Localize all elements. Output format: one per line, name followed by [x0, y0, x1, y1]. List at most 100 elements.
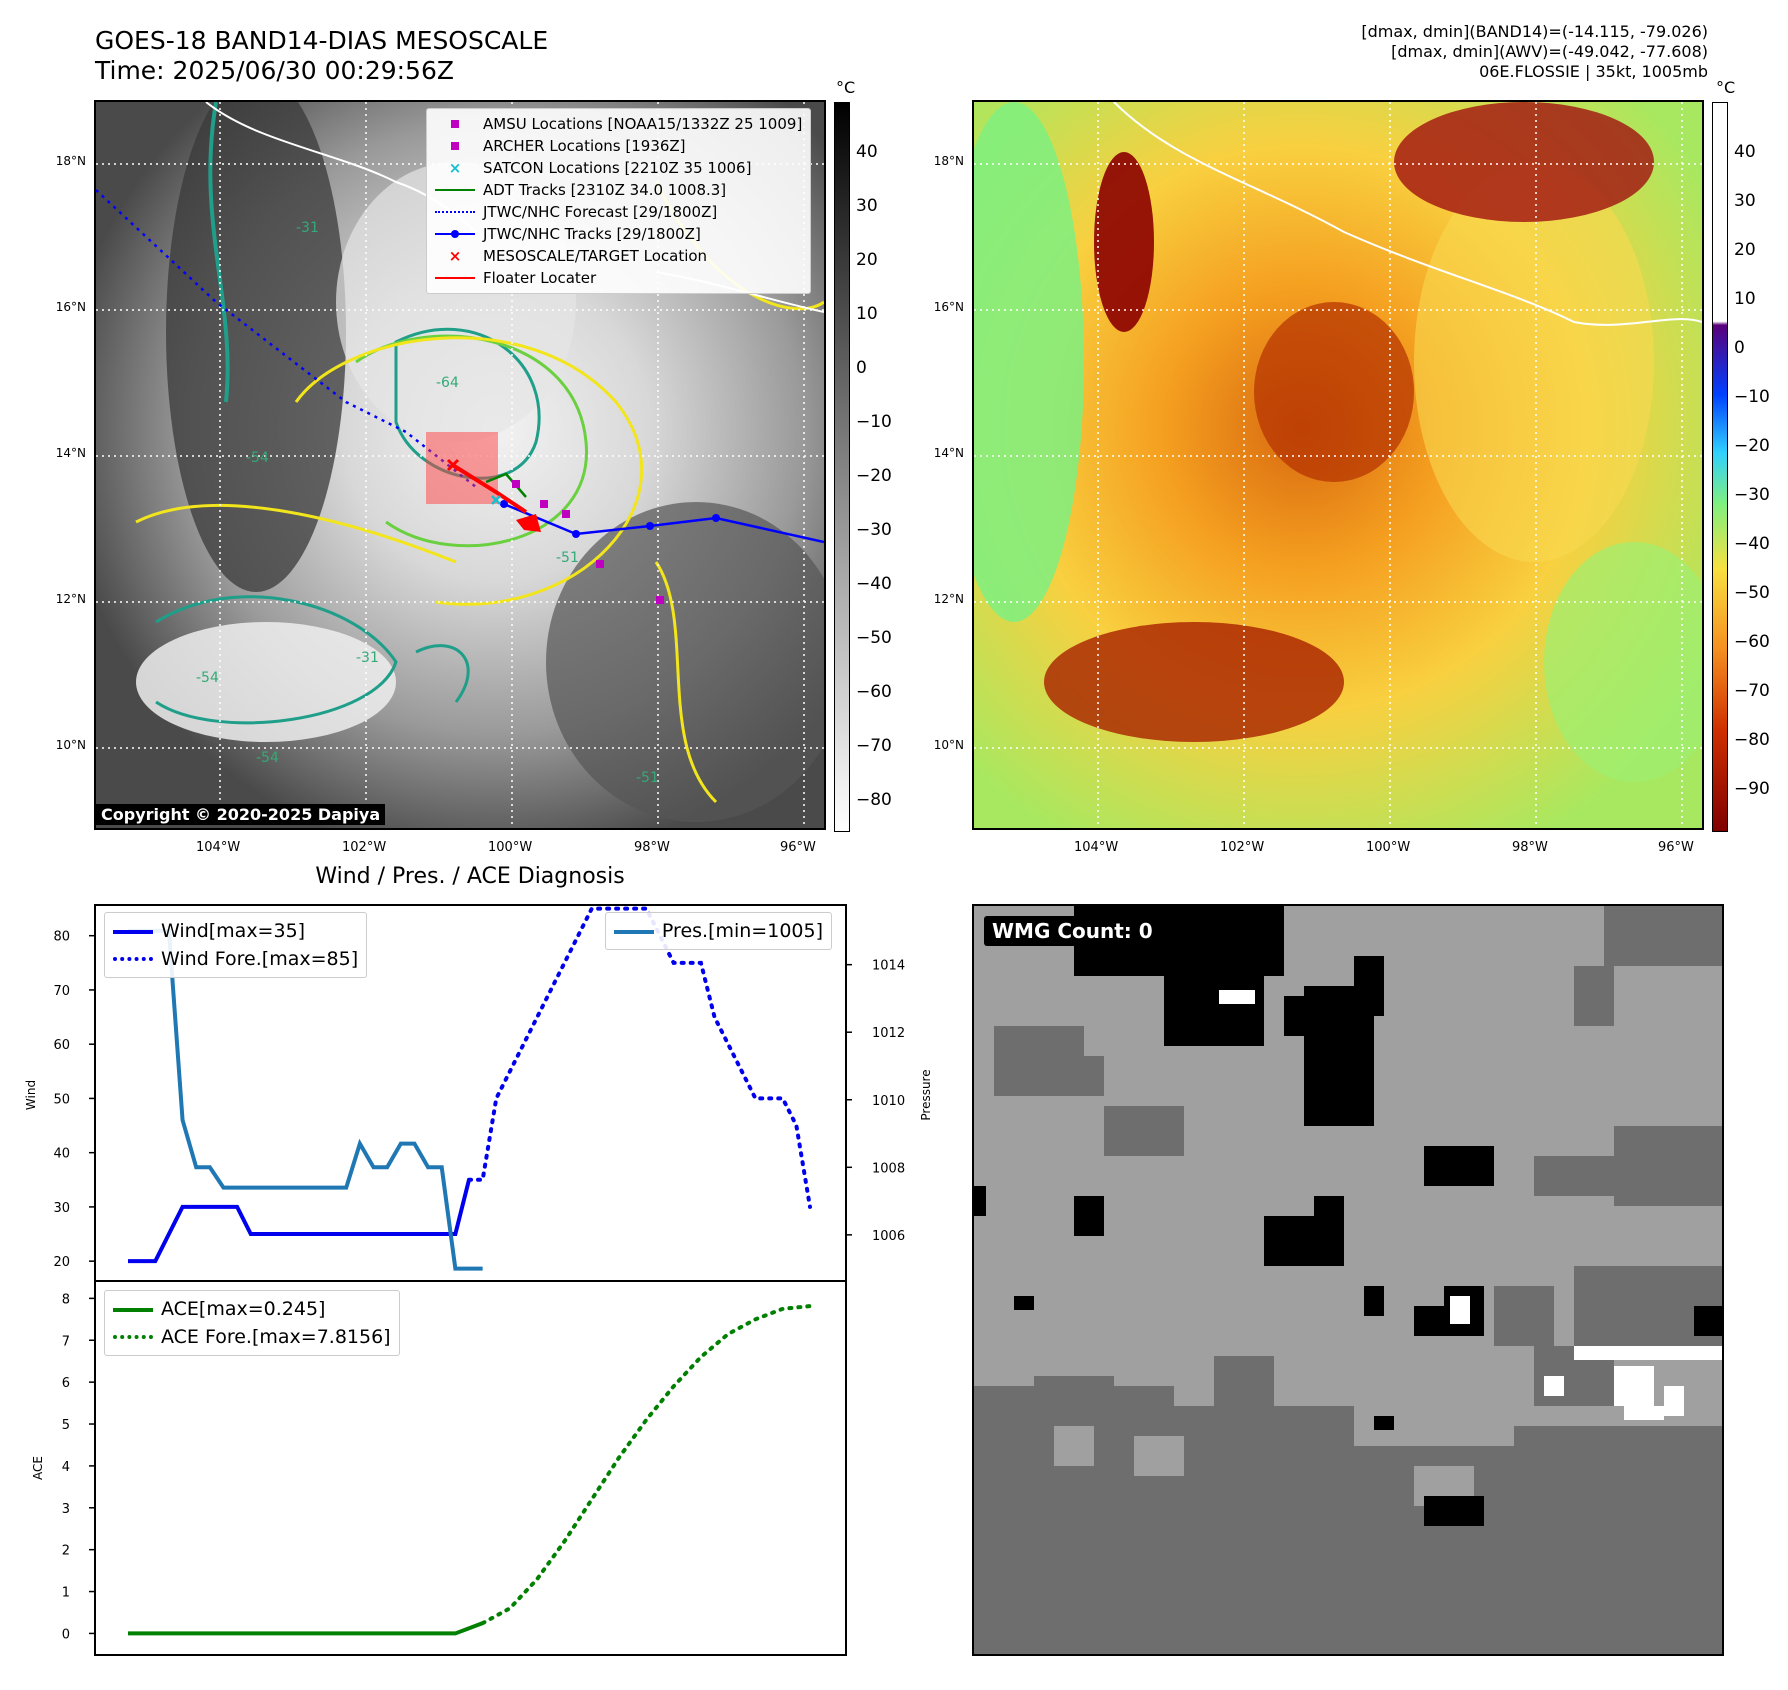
ace-tick-label: 8: [62, 1292, 70, 1307]
ace-legend: ACE[max=0.245] ACE Fore.[max=7.8156]: [104, 1290, 400, 1356]
legend-item-target: × MESOSCALE/TARGET Location: [435, 245, 802, 267]
contour-line: [355, 334, 588, 548]
svg-text:-54: -54: [246, 450, 269, 466]
colorbar-tick-label: 0: [1734, 338, 1745, 358]
contour-line: [135, 504, 457, 564]
wmg-white-cells: [1219, 990, 1722, 1420]
figure-title: GOES-18 BAND14-DIAS MESOSCALE Time: 2025…: [95, 26, 548, 86]
pressure-tick-label: 1006: [872, 1229, 905, 1244]
longitude-tick-label: 104°W: [1074, 840, 1119, 855]
colorbar-tick-label: −60: [856, 682, 892, 702]
dry-area-north: [1094, 152, 1154, 332]
contour-line: [155, 595, 398, 725]
line-dot-icon: [435, 227, 475, 241]
longitude-tick-label: 100°W: [1366, 840, 1411, 855]
colorbar-tick-label: 30: [856, 196, 878, 216]
wind-tick-label: 50: [53, 1092, 70, 1107]
longitude-tick-label: 104°W: [196, 840, 241, 855]
colorbar-tick-label: 0: [856, 358, 867, 378]
legend-item-wind: Wind[max=35]: [113, 917, 358, 945]
ace-tick-label: 2: [62, 1544, 70, 1559]
colorbar-tick-label: −70: [1734, 681, 1770, 701]
awv-colorbar-ticks: 40 30 20 10 0 −10 −20 −30 −40 −50 −60 −70 −80 −90: [1734, 102, 1778, 830]
series-line-wind: [128, 1179, 471, 1264]
latitude-tick-label: 16°N: [933, 300, 964, 314]
ace-axes: [94, 1280, 847, 1656]
ace-tick-label: 3: [62, 1502, 70, 1517]
wind-axis-label: Wind: [24, 1080, 38, 1110]
latitude-tick-label: 16°N: [55, 300, 86, 314]
line-icon: [613, 924, 654, 938]
awv-colorbar: [1712, 102, 1728, 832]
latitude-tick-label: 14°N: [933, 446, 964, 460]
awv-map-panel: [972, 100, 1704, 830]
storm-info: [dmax, dmin](BAND14)=(-14.115, -79.026) …: [1361, 22, 1708, 82]
cold-cloud-southwest: [136, 622, 396, 742]
longitude-tick-label: 98°W: [1512, 840, 1548, 855]
series-line-ace-forecast: [480, 1304, 812, 1626]
latitude-tick-label: 18°N: [55, 154, 86, 168]
ir-map-panel: -64 -54 -31 -51 -54 -31 -54 -51 AMSU Loc…: [94, 100, 826, 830]
wmg-panel: WMG Count: 0: [972, 904, 1724, 1656]
coastline: [1113, 102, 1702, 326]
x-marker-icon: ×: [448, 159, 462, 177]
title-line-2: Time: 2025/06/30 00:29:56Z: [95, 56, 454, 85]
latitude-tick-label: 18°N: [933, 154, 964, 168]
wmg-count-label: WMG Count: 0: [984, 916, 1161, 946]
contour-labels: -64 -54 -31 -51 -54 -31 -54 -51: [196, 220, 659, 786]
pressure-tick-label: 1010: [872, 1094, 905, 1109]
dry-area-southwest: [1044, 622, 1344, 742]
x-marker-icon: ×: [448, 247, 462, 265]
colorbar-tick-label: −10: [856, 412, 892, 432]
dry-area-northeast: [1394, 102, 1654, 222]
moist-area-west: [974, 102, 1084, 622]
svg-text:-54: -54: [196, 670, 219, 686]
moist-area-southeast: [1544, 542, 1702, 782]
satcon-marker: [491, 495, 501, 505]
colorbar-tick-label: −50: [856, 628, 892, 648]
colorbar-tick-label: 20: [856, 250, 878, 270]
latitude-tick-label: 12°N: [933, 592, 964, 606]
line-icon: [435, 271, 475, 285]
contour-line: [208, 102, 230, 403]
colorbar-tick-label: 20: [1734, 240, 1756, 260]
legend-item-adt: ADT Tracks [2310Z 34.0 1008.3]: [435, 179, 802, 201]
longitude-labels: 104°W 102°W 100°W 98°W 96°W: [94, 840, 826, 860]
dry-slot-west: [166, 102, 346, 592]
ace-tick-label: 1: [62, 1586, 70, 1601]
colorbar-tick-label: −60: [1734, 632, 1770, 652]
ir-colorbar-unit: °C: [836, 78, 856, 97]
legend-item-ace-forecast: ACE Fore.[max=7.8156]: [113, 1323, 391, 1351]
wind-tick-label: 40: [53, 1147, 70, 1162]
legend-item-pressure: Pres.[min=1005]: [613, 917, 823, 945]
wind-tick-label: 80: [53, 930, 70, 945]
legend-item-archer: ARCHER Locations [1936Z]: [435, 135, 802, 157]
colorbar-tick-label: −30: [856, 520, 892, 540]
svg-text:-31: -31: [356, 650, 379, 666]
wmg-imagery: [974, 906, 1722, 1654]
colorbar-tick-label: 40: [856, 142, 878, 162]
colorbar-tick-label: −20: [856, 466, 892, 486]
svg-text:-54: -54: [256, 750, 279, 766]
wind-tick-label: 30: [53, 1201, 70, 1216]
latitude-tick-label: 14°N: [55, 446, 86, 460]
diagnosis-chart: 20 30 40 50 60 70 80 1006 1008 1010 1012 1014 0 1 2 3 4…: [24, 904, 933, 1656]
svg-text:-31: -31: [296, 220, 319, 236]
info-line-1: [dmax, dmin](BAND14)=(-14.115, -79.026): [1361, 22, 1708, 41]
svg-text:-64: -64: [436, 375, 459, 391]
colorbar-tick-label: −30: [1734, 485, 1770, 505]
copyright-label: Copyright © 2020-2025 Dapiya: [96, 804, 386, 825]
line-icon: [113, 1302, 153, 1316]
svg-text:-51: -51: [636, 770, 659, 786]
ir-colorbar-ticks: 40 30 20 10 0 −10 −20 −30 −40 −50 −60 −70 −80: [856, 102, 896, 830]
amsu-archer-markers: [512, 480, 664, 604]
colorbar-tick-label: −70: [856, 736, 892, 756]
pressure-tick-label: 1012: [872, 1026, 905, 1041]
colorbar-tick-label: −80: [856, 790, 892, 810]
legend-item-wind-forecast: Wind Fore.[max=85]: [113, 945, 358, 973]
pressure-axis-label: Pressure: [919, 1069, 933, 1120]
dry-area-southeast: [546, 502, 824, 822]
legend-item-forecast: JTWC/NHC Forecast [29/1800Z]: [435, 201, 802, 223]
longitude-tick-label: 100°W: [488, 840, 533, 855]
info-line-2: [dmax, dmin](AWV)=(-49.042, -77.608): [1391, 42, 1708, 61]
